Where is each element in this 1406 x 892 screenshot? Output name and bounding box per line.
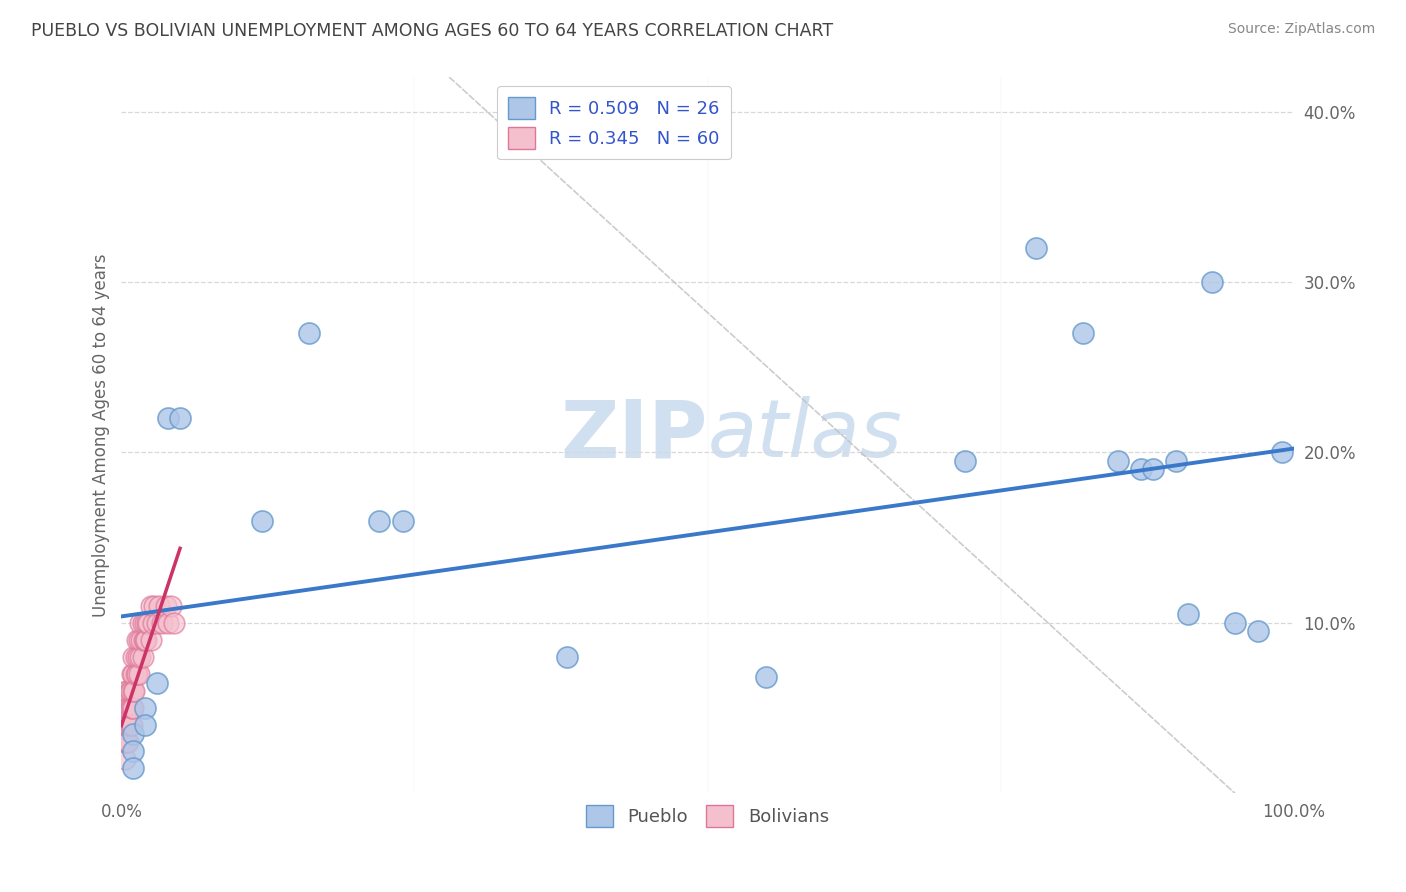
Point	[115, 684, 138, 698]
Point	[134, 701, 156, 715]
Text: ZIP: ZIP	[560, 396, 707, 475]
Point	[139, 632, 162, 647]
Point	[129, 650, 152, 665]
Text: PUEBLO VS BOLIVIAN UNEMPLOYMENT AMONG AGES 60 TO 64 YEARS CORRELATION CHART: PUEBLO VS BOLIVIAN UNEMPLOYMENT AMONG AG…	[31, 22, 834, 40]
Point	[117, 735, 139, 749]
Point	[955, 454, 977, 468]
Point	[129, 615, 152, 630]
Point	[122, 684, 145, 698]
Point	[555, 650, 578, 665]
Point	[115, 701, 138, 715]
Point	[118, 684, 141, 698]
Point	[157, 615, 180, 630]
Point	[125, 632, 148, 647]
Point	[157, 411, 180, 425]
Point	[121, 667, 143, 681]
Point	[124, 667, 146, 681]
Point	[117, 735, 139, 749]
Point	[128, 667, 150, 681]
Point	[120, 701, 142, 715]
Point	[112, 735, 135, 749]
Point	[117, 701, 139, 715]
Point	[1271, 445, 1294, 459]
Point	[134, 632, 156, 647]
Point	[138, 615, 160, 630]
Point	[1071, 326, 1094, 340]
Point	[298, 326, 321, 340]
Point	[131, 632, 153, 647]
Point	[145, 675, 167, 690]
Point	[1166, 454, 1188, 468]
Point	[131, 615, 153, 630]
Point	[155, 599, 177, 613]
Point	[115, 718, 138, 732]
Text: Source: ZipAtlas.com: Source: ZipAtlas.com	[1227, 22, 1375, 37]
Point	[159, 599, 181, 613]
Point	[124, 684, 146, 698]
Point	[122, 650, 145, 665]
Point	[250, 514, 273, 528]
Point	[118, 701, 141, 715]
Point	[122, 701, 145, 715]
Point	[122, 744, 145, 758]
Point	[117, 718, 139, 732]
Point	[114, 735, 136, 749]
Point	[120, 718, 142, 732]
Point	[128, 632, 150, 647]
Y-axis label: Unemployment Among Ages 60 to 64 years: Unemployment Among Ages 60 to 64 years	[93, 253, 110, 617]
Legend: Pueblo, Bolivians: Pueblo, Bolivians	[579, 798, 837, 834]
Point	[145, 615, 167, 630]
Point	[1201, 275, 1223, 289]
Point	[142, 615, 165, 630]
Point	[148, 599, 170, 613]
Point	[132, 632, 155, 647]
Point	[127, 650, 149, 665]
Point	[1107, 454, 1129, 468]
Point	[122, 727, 145, 741]
Point	[368, 514, 391, 528]
Point	[1223, 615, 1246, 630]
Point	[121, 718, 143, 732]
Point	[122, 761, 145, 775]
Point	[136, 615, 159, 630]
Point	[163, 615, 186, 630]
Point	[1025, 241, 1047, 255]
Point	[122, 667, 145, 681]
Point	[115, 735, 138, 749]
Point	[117, 718, 139, 732]
Point	[112, 701, 135, 715]
Point	[391, 514, 413, 528]
Point	[1142, 462, 1164, 476]
Point	[118, 718, 141, 732]
Point	[1177, 607, 1199, 622]
Point	[134, 718, 156, 732]
Point	[1130, 462, 1153, 476]
Point	[112, 718, 135, 732]
Point	[152, 615, 174, 630]
Point	[755, 670, 778, 684]
Point	[120, 684, 142, 698]
Point	[124, 650, 146, 665]
Point	[114, 718, 136, 732]
Point	[125, 667, 148, 681]
Point	[1247, 624, 1270, 639]
Point	[117, 701, 139, 715]
Point	[139, 599, 162, 613]
Text: atlas: atlas	[707, 396, 903, 475]
Point	[135, 632, 157, 647]
Point	[134, 615, 156, 630]
Point	[143, 599, 166, 613]
Point	[114, 752, 136, 766]
Point	[121, 701, 143, 715]
Point	[131, 650, 153, 665]
Point	[117, 684, 139, 698]
Point	[169, 411, 191, 425]
